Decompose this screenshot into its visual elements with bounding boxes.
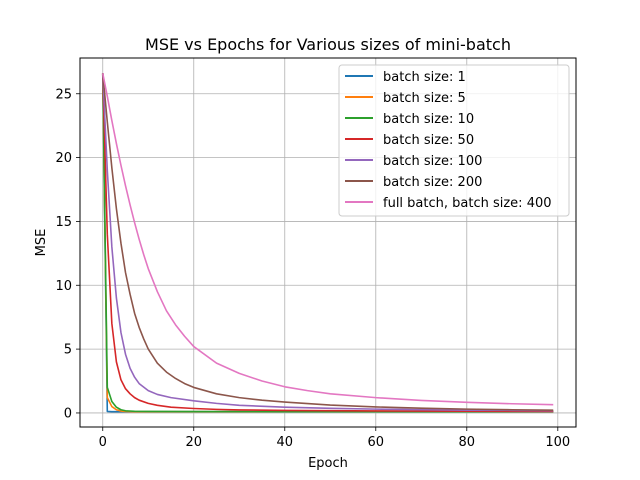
x-axis-label: Epoch bbox=[308, 456, 348, 471]
ticks: 0 20 40 60 80 100 0 5 10 15 20 25 bbox=[55, 87, 570, 450]
legend: batch size: 1 batch size: 5 batch size: 10… bbox=[338, 64, 570, 217]
legend-label-3: batch size: 10 bbox=[383, 112, 474, 127]
x-tick-label: 80 bbox=[459, 435, 476, 450]
legend-label-4: batch size: 50 bbox=[383, 133, 474, 148]
legend-label-6: batch size: 200 bbox=[383, 175, 482, 190]
series-line-7 bbox=[101, 73, 554, 406]
legend-box bbox=[338, 64, 570, 217]
y-tick-label: 15 bbox=[55, 215, 72, 230]
x-tick-label: 100 bbox=[545, 435, 570, 450]
series-line-4 bbox=[101, 73, 554, 413]
series-line-5 bbox=[101, 73, 554, 412]
x-tick-label: 0 bbox=[99, 435, 107, 450]
x-tick-label: 60 bbox=[368, 435, 385, 450]
y-tick-label: 0 bbox=[64, 406, 72, 421]
y-tick-label: 25 bbox=[55, 87, 72, 102]
y-tick-label: 10 bbox=[55, 279, 72, 294]
legend-label-2: batch size: 5 bbox=[383, 91, 466, 106]
x-tick-label: 40 bbox=[276, 435, 293, 450]
y-axis-label: MSE bbox=[34, 229, 49, 257]
legend-label-1: batch size: 1 bbox=[383, 70, 466, 85]
legend-label-5: batch size: 100 bbox=[383, 154, 482, 169]
series-line-6 bbox=[101, 73, 554, 411]
plot-frame bbox=[79, 57, 577, 428]
y-tick-label: 20 bbox=[55, 151, 72, 166]
series-lines bbox=[101, 73, 554, 413]
x-tick-label: 20 bbox=[185, 435, 202, 450]
y-tick-label: 5 bbox=[64, 343, 72, 358]
legend-label-7: full batch, batch size: 400 bbox=[383, 196, 552, 211]
chart-title: MSE vs Epochs for Various sizes of mini-… bbox=[145, 35, 511, 54]
